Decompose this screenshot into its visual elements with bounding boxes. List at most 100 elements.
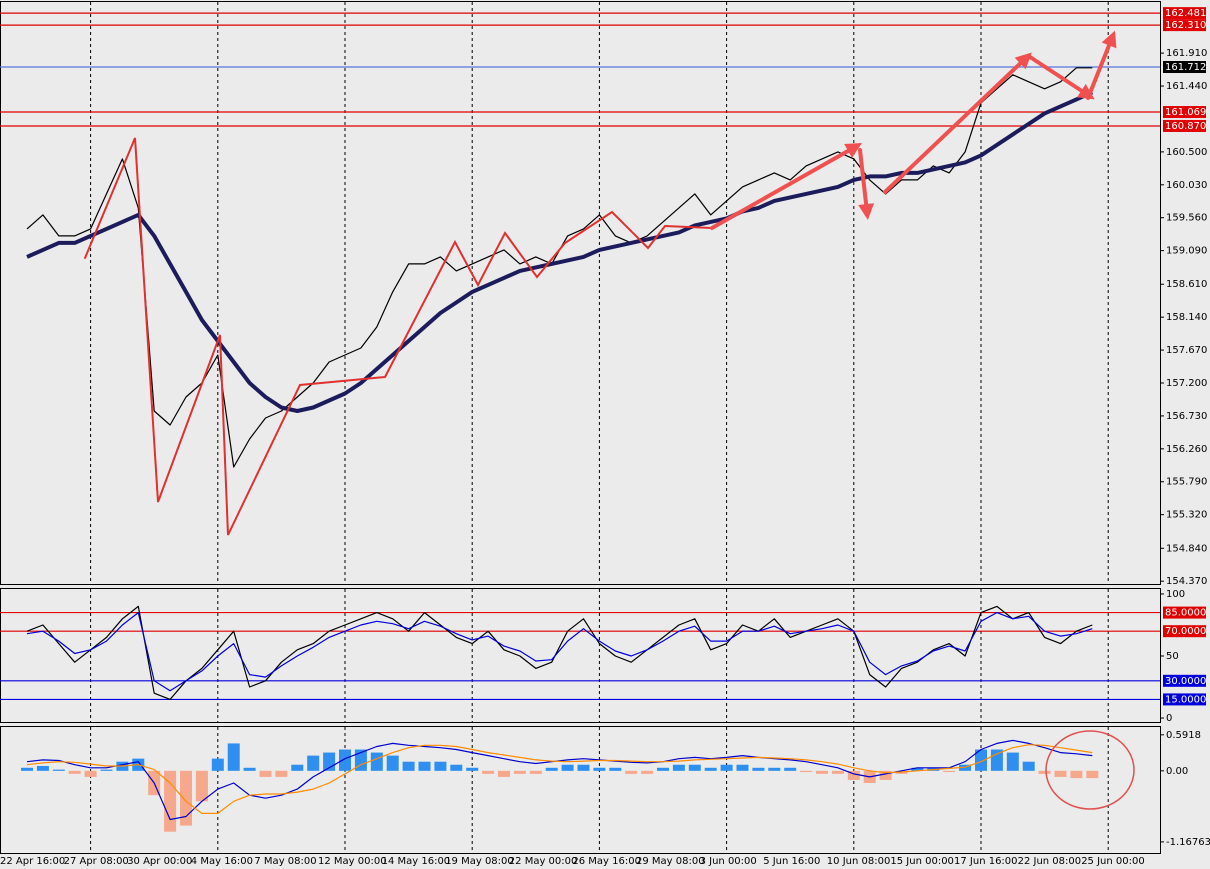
- histogram-bar: [498, 770, 510, 777]
- x-tick-label: 3 Jun 00:00: [700, 856, 757, 867]
- histogram-bar: [784, 767, 797, 771]
- level-label: 160.870: [1165, 121, 1206, 132]
- series-line: [26, 744, 1093, 814]
- level-label-box: [1163, 119, 1206, 132]
- histogram-bar: [434, 761, 447, 771]
- histogram-bar: [768, 767, 781, 771]
- x-tick-label: 10 Jun 08:00: [827, 856, 891, 867]
- series-line: [26, 612, 1093, 692]
- histogram-bar: [593, 767, 606, 771]
- histogram-bar: [561, 764, 574, 771]
- level-label: 70.0000: [1165, 626, 1206, 637]
- x-tick-label: 15 Jun 00:00: [890, 856, 954, 867]
- histogram-bar: [243, 767, 256, 771]
- histogram-bar: [450, 764, 463, 771]
- arrow-annotation: [1028, 55, 1095, 100]
- x-tick-label: 17 Jun 16:00: [954, 856, 1018, 867]
- histogram-bar: [577, 764, 590, 771]
- zigzag-annotation: [84, 137, 713, 536]
- level-label-box: [1163, 674, 1206, 687]
- arrow-annotation: [858, 148, 875, 220]
- histogram-bar: [180, 770, 192, 826]
- histogram-bar: [688, 764, 701, 771]
- level-label: 162.310: [1165, 20, 1206, 31]
- histogram-bar: [1022, 761, 1035, 771]
- histogram-bar: [100, 769, 113, 771]
- arrow-annotation: [1086, 30, 1117, 100]
- level-label: 162.481: [1165, 8, 1206, 19]
- histogram-bar: [513, 770, 526, 774]
- level-label: 30.0000: [1165, 676, 1206, 687]
- histogram-bar: [911, 767, 924, 771]
- histogram-bar: [1006, 752, 1019, 771]
- y-tick-label: 158.610: [1166, 279, 1207, 290]
- histogram-bar: [657, 767, 669, 771]
- level-label: 15.0000: [1165, 694, 1206, 705]
- histogram-bar: [831, 770, 844, 774]
- histogram-bar: [704, 767, 717, 771]
- histogram-bar: [227, 743, 240, 771]
- histogram-bar: [84, 770, 97, 777]
- histogram-bar: [402, 761, 415, 771]
- histogram-bar: [943, 770, 956, 773]
- y-tick-label: 159.560: [1166, 213, 1207, 224]
- histogram-bar: [800, 770, 813, 773]
- histogram-bar: [736, 764, 749, 771]
- level-label: 85.0000: [1165, 608, 1206, 619]
- histogram-bar: [641, 770, 654, 774]
- y-tick-label: 156.730: [1166, 411, 1207, 422]
- histogram-bar: [1086, 770, 1099, 779]
- histogram-bar: [354, 749, 367, 771]
- y-tick-label: 155.790: [1166, 477, 1207, 488]
- x-tick-label: 26 May 16:00: [572, 856, 641, 867]
- histogram-bar: [1070, 770, 1083, 779]
- y-tick-label: 100: [1166, 589, 1185, 600]
- histogram-bar: [1038, 770, 1051, 774]
- x-tick-label: 22 Apr 16:00: [0, 856, 65, 867]
- arrow-annotation: [883, 52, 1032, 194]
- y-tick-label: 158.140: [1166, 312, 1207, 323]
- y-tick-label: 0.00: [1166, 766, 1188, 777]
- y-tick-label: 155.320: [1166, 510, 1207, 521]
- level-label-box: [1163, 625, 1206, 638]
- level-label-box: [1163, 7, 1206, 20]
- x-tick-label: 7 May 08:00: [254, 856, 316, 867]
- histogram-bar: [752, 767, 765, 771]
- histogram-bar: [211, 758, 224, 771]
- arrow-annotation: [710, 143, 862, 230]
- y-tick-label: 160.030: [1166, 180, 1207, 191]
- histogram-bar: [847, 770, 860, 780]
- histogram-bar: [625, 770, 638, 774]
- x-tick-label: 29 May 08:00: [636, 856, 705, 867]
- x-tick-label: 22 May 00:00: [509, 856, 578, 867]
- y-tick-label: 161.910: [1166, 48, 1207, 59]
- level-label-box: [1163, 606, 1206, 619]
- x-tick-label: 25 Jun 00:00: [1081, 856, 1145, 867]
- y-tick-label: 161.440: [1166, 81, 1207, 92]
- histogram-bar: [720, 764, 733, 771]
- x-tick-label: 27 Apr 08:00: [64, 856, 129, 867]
- level-label: 161.712: [1165, 62, 1206, 73]
- panel-frame: [0, 1, 1161, 585]
- y-tick-label: -1.16763: [1166, 837, 1210, 848]
- y-tick-label: 157.670: [1166, 345, 1207, 356]
- histogram-bar: [275, 770, 288, 777]
- x-tick-label: 19 May 08:00: [445, 856, 514, 867]
- y-tick-label: 0.5918: [1166, 730, 1201, 741]
- y-tick-label: 154.840: [1166, 543, 1207, 554]
- x-tick-label: 14 May 16:00: [382, 856, 451, 867]
- histogram-bar: [52, 769, 65, 771]
- histogram-bar: [672, 764, 685, 771]
- level-label-box: [1163, 106, 1206, 119]
- histogram-bar: [307, 755, 320, 771]
- histogram-bar: [259, 770, 272, 777]
- histogram-bar: [418, 761, 431, 771]
- histogram-bar: [386, 755, 399, 771]
- panel-frame: [0, 726, 1161, 854]
- x-tick-label: 30 Apr 00:00: [127, 856, 192, 867]
- y-tick-label: 159.090: [1166, 246, 1207, 257]
- histogram-bar: [482, 770, 495, 774]
- series-line: [26, 605, 1093, 700]
- histogram-bar: [68, 770, 81, 774]
